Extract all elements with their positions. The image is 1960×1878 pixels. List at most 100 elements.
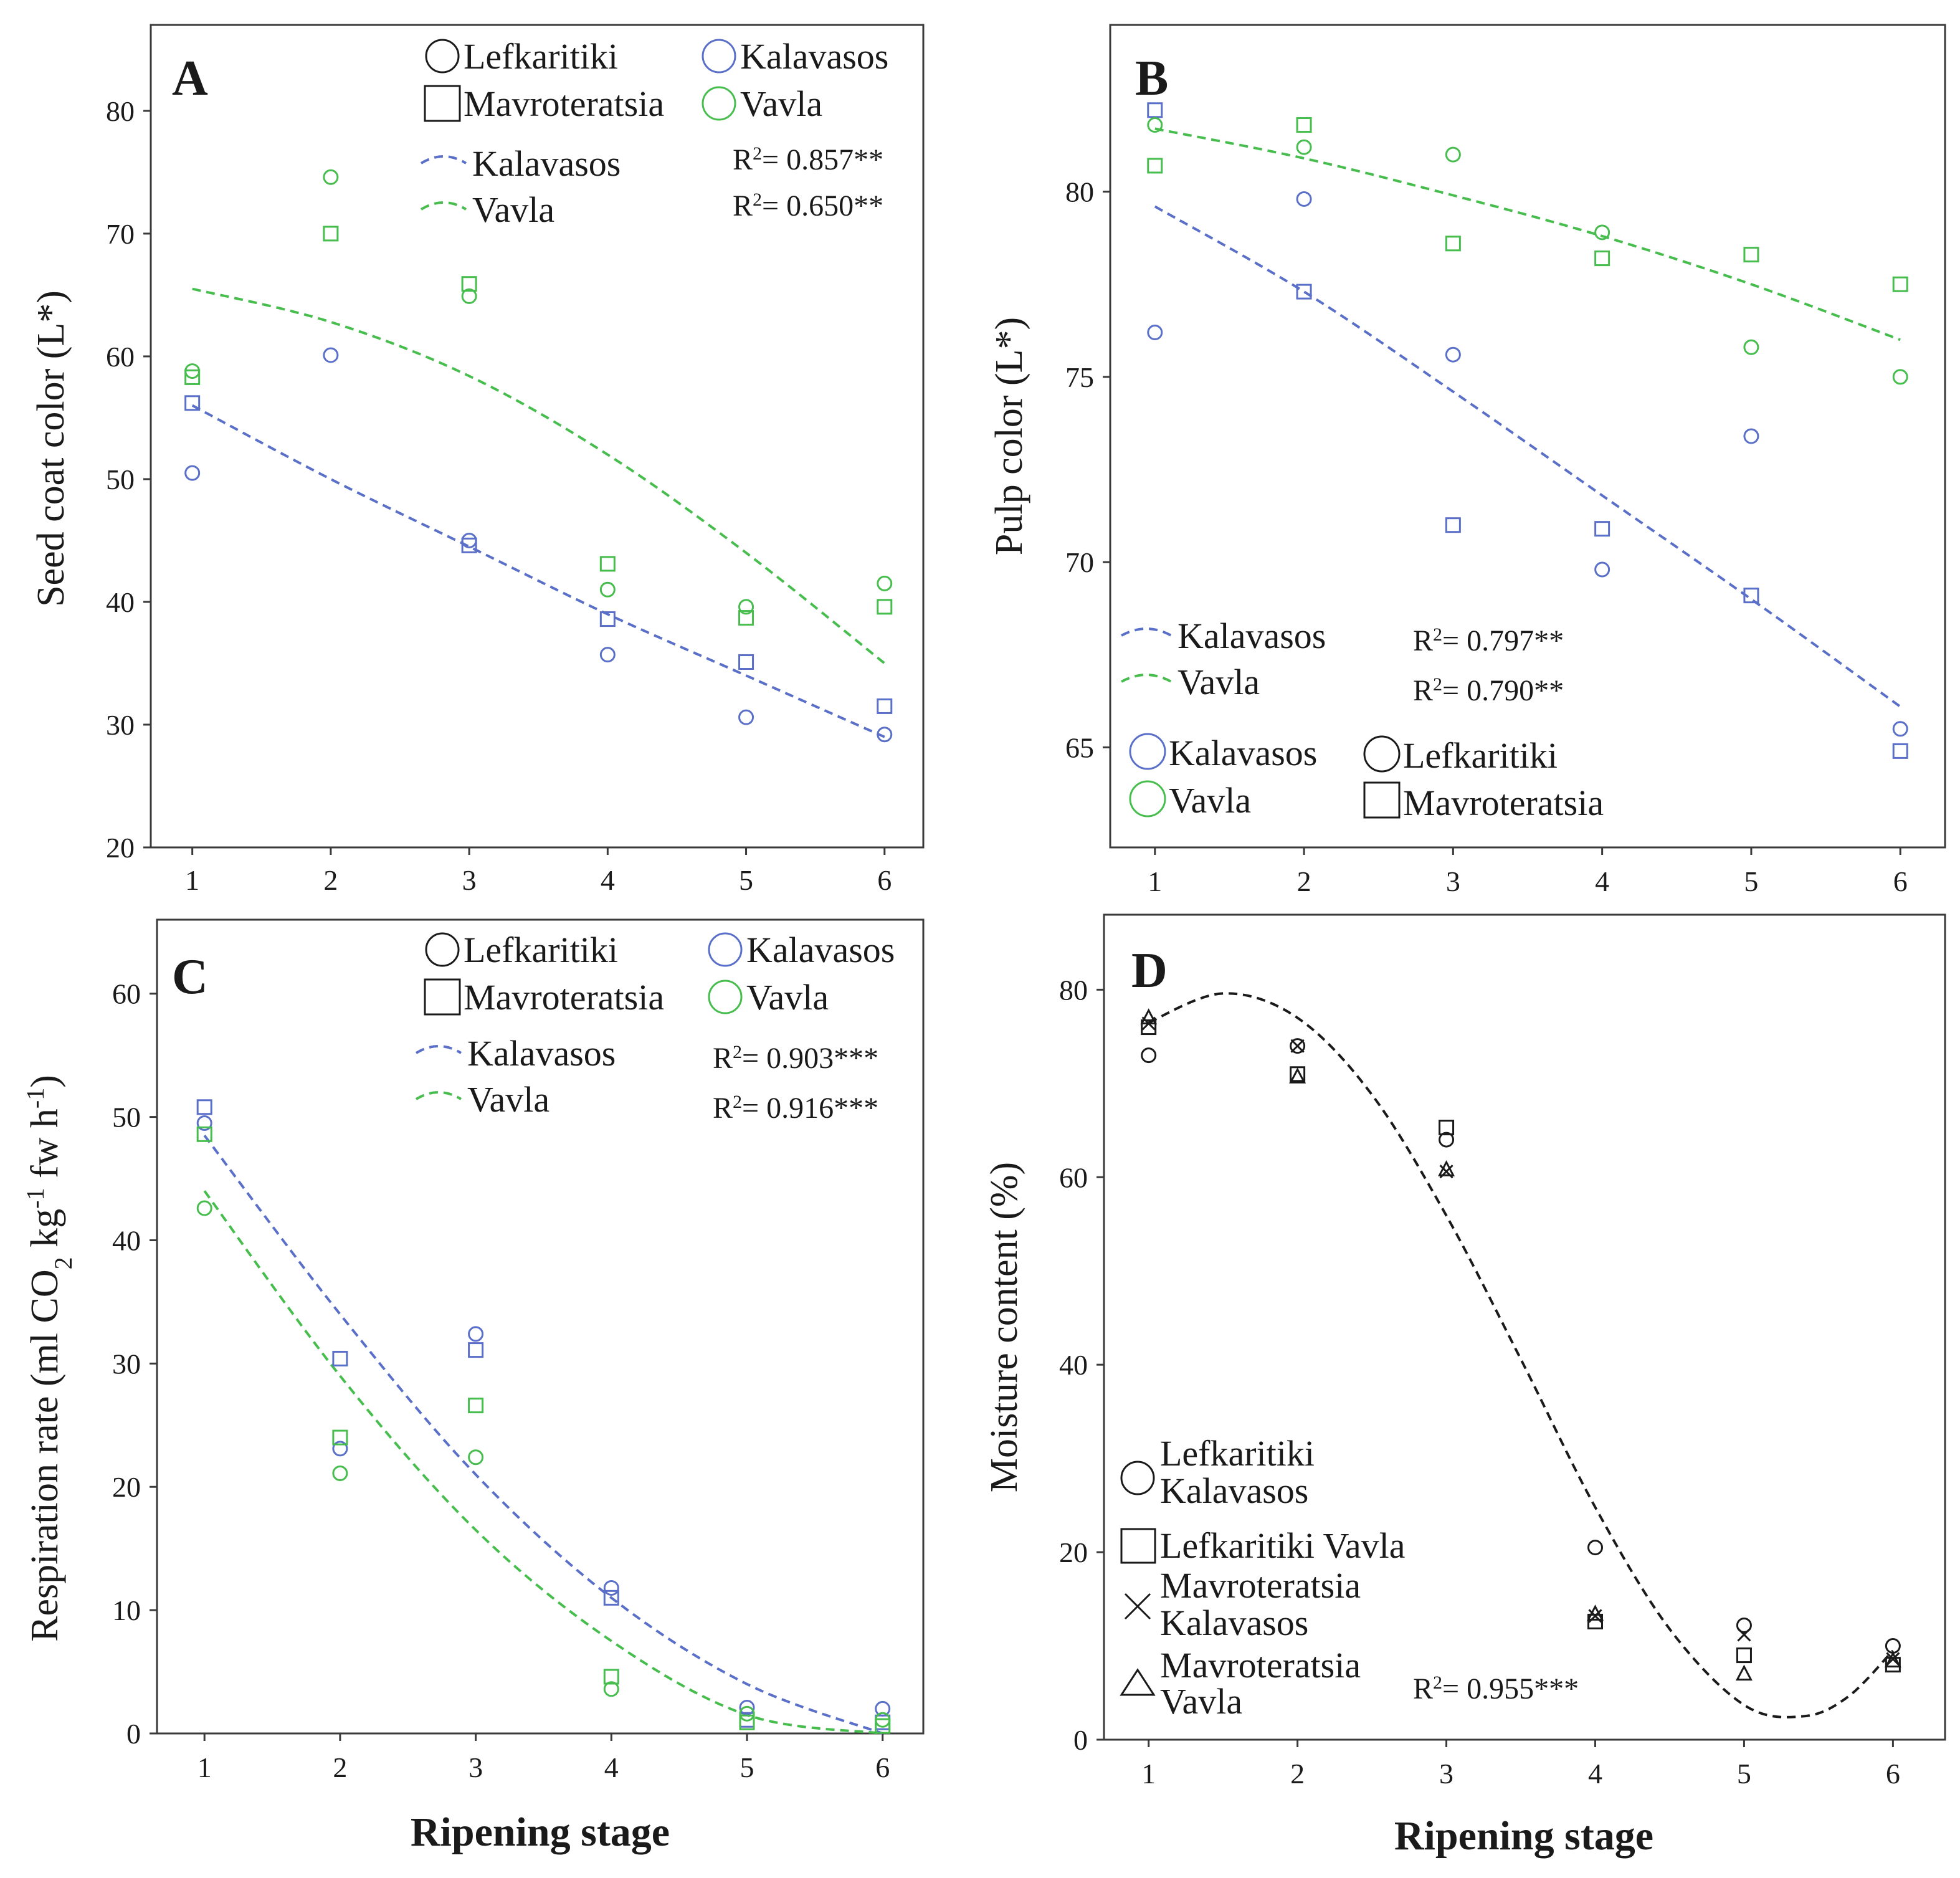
point-vavla-mavroteratsia — [1296, 117, 1312, 133]
y-tick-label: 40 — [1059, 1349, 1088, 1381]
legend-fit-vavla-label: Vavla — [472, 189, 554, 230]
legend-fit-kalavasos-line — [1121, 627, 1172, 637]
y-tick-label: 50 — [106, 464, 135, 495]
point-kalavasos-lefkaritiki — [184, 465, 201, 481]
point-mavroteratsia-kalavasos — [1290, 1039, 1305, 1053]
point-vavla-mavroteratsia — [1147, 158, 1163, 174]
x-tick-label: 3 — [1446, 865, 1460, 897]
point-vavla-lefkaritiki — [599, 581, 616, 598]
legend-label-vavla: Vavla — [1169, 780, 1251, 821]
point-kalavasos-lefkaritiki — [738, 709, 754, 725]
legend-marker-vavla — [1129, 780, 1166, 817]
r-squared-vavla: R2= 0.650** — [733, 189, 883, 223]
fit-curves — [191, 287, 886, 738]
legend-marker-kalavasos — [708, 932, 743, 967]
x-tick-label: 6 — [877, 864, 892, 896]
y-axis-label: Respiration rate (ml CO2 kg-1 fw h-1) — [21, 1075, 77, 1642]
legend-fit-kalavasos-label: Kalavasos — [467, 1033, 616, 1074]
legend-label-kalavasos: Kalavasos — [746, 930, 895, 970]
point-kalavasos-lefkaritiki — [1147, 325, 1163, 341]
legend-marker-mavroteratsia-vavla — [1120, 1668, 1156, 1696]
data-points — [184, 169, 893, 743]
x-tick-label: 4 — [604, 1752, 619, 1783]
point-vavla-lefkaritiki — [332, 1465, 348, 1481]
fit-curves — [203, 1135, 883, 1735]
legend-marker-mavroteratsia — [1363, 781, 1401, 819]
point-kalavasos-lefkaritiki — [1296, 191, 1312, 207]
legend-fit-vavla-line — [420, 201, 467, 211]
legend-label-lefkaritiki: Lefkaritiki — [464, 930, 618, 970]
x-tick-label: 5 — [739, 864, 753, 896]
data-points — [1140, 1008, 1901, 1681]
legend-marker-vavla — [702, 86, 736, 121]
legend-label-kalavasos: Kalavasos — [1169, 733, 1317, 773]
legend-fit-vavla-line — [415, 1091, 462, 1100]
point-kalavasos-mavroteratsia — [877, 698, 893, 714]
point-kalavasos-lefkaritiki — [323, 347, 339, 363]
x-ticks: 1 2 3 4 5 6 — [1141, 1740, 1900, 1790]
y-tick-label: 60 — [112, 978, 141, 1010]
x-tick-label: 6 — [1886, 1758, 1900, 1790]
point-kalavasos-lefkaritiki — [877, 727, 893, 743]
y-tick-label: 50 — [112, 1102, 141, 1133]
legend-fit-vavla-label: Vavla — [467, 1079, 549, 1120]
legend-fit-vavla-label: Vavla — [1177, 662, 1260, 702]
fit-curve-kalavasos — [203, 1135, 883, 1735]
legend-label-lefkaritiki-vavla: Lefkaritiki Vavla — [1160, 1525, 1406, 1566]
point-vavla-mavroteratsia — [599, 556, 616, 572]
y-ticks: 65 70 75 80 — [1065, 176, 1110, 763]
point-kalavasos-mavroteratsia — [461, 537, 477, 553]
legend: Lefkaritiki Kalavasos Mavroteratsia Vavl… — [415, 930, 895, 1125]
y-tick-label: 80 — [1065, 176, 1094, 208]
legend: Lefkaritiki Kalavasos Mavroteratsia Vavl… — [420, 36, 888, 230]
point-mavroteratsia-vavla — [1587, 1604, 1604, 1621]
x-tick-label: 4 — [1588, 1758, 1602, 1790]
point-vavla-lefkaritiki — [877, 575, 893, 591]
legend-marker-mavroteratsia — [424, 85, 461, 122]
x-tick-label: 2 — [333, 1752, 347, 1783]
point-lefkaritiki-vavla — [1141, 1019, 1157, 1036]
legend-label-mavroteratsia-kalavasos: Mavroteratsia Kalavasos — [1160, 1565, 1361, 1643]
legend-label-vavla: Vavla — [740, 83, 822, 124]
point-vavla-lefkaritiki — [196, 1200, 212, 1216]
point-vavla-lefkaritiki — [461, 288, 477, 304]
point-kalavasos-lefkaritiki — [603, 1580, 619, 1596]
point-vavla-mavroteratsia — [603, 1669, 619, 1685]
point-vavla-mavroteratsia — [877, 599, 893, 615]
x-tick-label: 6 — [1893, 865, 1908, 897]
panel-letter: A — [172, 51, 208, 106]
point-kalavasos-lefkaritiki — [461, 532, 477, 548]
panel-letter: C — [172, 950, 208, 1004]
x-tick-label: 4 — [601, 864, 615, 896]
point-mavroteratsia-vavla — [1735, 1664, 1753, 1681]
point-kalavasos-mavroteratsia — [599, 611, 616, 627]
plot-frame — [156, 918, 925, 1735]
fit-curve-kalavasos — [191, 404, 885, 738]
y-axis-label: Seed coat color (L*) — [30, 290, 72, 607]
panel-letter: D — [1131, 943, 1168, 998]
r-squared-kalavasos: R2= 0.797** — [1413, 624, 1564, 658]
x-tick-label: 5 — [1744, 865, 1758, 897]
data-points — [1147, 102, 1908, 759]
fit-curve-vavla — [192, 287, 886, 665]
point-lefkaritiki-vavla — [1439, 1120, 1455, 1136]
panel-d: D Moisture content (%) Ripening stage 0 2… — [983, 913, 1946, 1859]
x-tick-label: 1 — [197, 1752, 212, 1783]
point-vavla-mavroteratsia — [875, 1718, 891, 1734]
plot-frame — [1103, 913, 1946, 1741]
point-kalavasos-mavroteratsia — [184, 395, 201, 411]
fit-curves — [1148, 992, 1894, 1718]
y-tick-label: 40 — [112, 1224, 141, 1256]
x-tick-label: 5 — [1737, 1758, 1751, 1790]
point-kalavasos-lefkaritiki — [468, 1326, 484, 1342]
y-tick-label: 40 — [106, 586, 135, 618]
point-vavla-mavroteratsia — [739, 1714, 755, 1730]
panel-b: B Pulp color (L*) 65 70 75 80 1 2 3 4 5 6 Kalava… — [988, 24, 1946, 897]
point-vavla-mavroteratsia — [1892, 276, 1908, 292]
legend: Kalavasos R2= 0.797** Vavla R2= 0.790** … — [1121, 616, 1604, 823]
legend-label-mavroteratsia: Mavroteratsia — [464, 977, 664, 1018]
y-tick-label: 60 — [1059, 1161, 1088, 1193]
legend-fit-kalavasos-label: Kalavasos — [1177, 616, 1326, 656]
legend-label-mavroteratsia: Mavroteratsia — [464, 83, 664, 124]
point-kalavasos-mavroteratsia — [603, 1590, 619, 1606]
